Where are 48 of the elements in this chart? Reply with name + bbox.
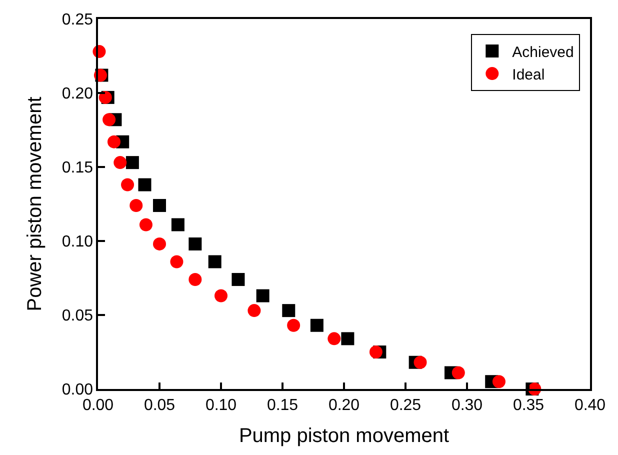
point xyxy=(452,366,465,380)
legend-label: Ideal xyxy=(512,66,545,84)
point xyxy=(121,178,134,192)
x-tick-label: 0.05 xyxy=(144,396,176,414)
point xyxy=(341,332,354,346)
x-axis-title: Pump piston movement xyxy=(238,424,450,447)
x-tick-label: 0.00 xyxy=(82,396,114,414)
y-tick-label: 0.20 xyxy=(62,86,94,103)
x-tick-label: 0.20 xyxy=(328,396,360,414)
point xyxy=(328,332,341,346)
point xyxy=(153,198,166,212)
point xyxy=(114,156,127,170)
x-tick-label: 0.15 xyxy=(266,396,298,414)
point xyxy=(107,135,120,148)
y-tick-label: 0.05 xyxy=(62,308,94,325)
point xyxy=(287,318,300,332)
x-tick-label: 0.25 xyxy=(390,396,422,414)
point xyxy=(208,255,222,268)
point xyxy=(282,304,296,318)
point xyxy=(138,178,152,192)
y-tick-label: 0.25 xyxy=(62,12,94,29)
point xyxy=(248,304,261,318)
point xyxy=(188,237,202,250)
point xyxy=(126,156,139,170)
point xyxy=(310,318,324,332)
point xyxy=(414,356,427,369)
point xyxy=(153,237,166,250)
point xyxy=(256,289,270,302)
legend-label: Achieved xyxy=(512,44,574,61)
point xyxy=(188,272,202,286)
x-tick-label: 0.30 xyxy=(451,396,483,414)
y-tick-label: 0.15 xyxy=(62,160,94,177)
y-axis-title: Power piston movement xyxy=(24,96,46,312)
point xyxy=(232,272,245,286)
point xyxy=(214,289,228,302)
point xyxy=(170,255,184,268)
point xyxy=(171,218,184,232)
point xyxy=(492,375,506,388)
x-tick-label: 0.35 xyxy=(512,396,544,414)
point xyxy=(130,198,143,212)
y-tick-label: 0.00 xyxy=(62,382,94,399)
x-tick-label: 0.40 xyxy=(574,396,606,414)
x-tick-label: 0.10 xyxy=(205,396,237,414)
point xyxy=(139,218,152,232)
point xyxy=(102,113,116,126)
y-tick-label: 0.10 xyxy=(62,234,94,251)
point xyxy=(98,90,112,104)
point xyxy=(369,346,382,358)
